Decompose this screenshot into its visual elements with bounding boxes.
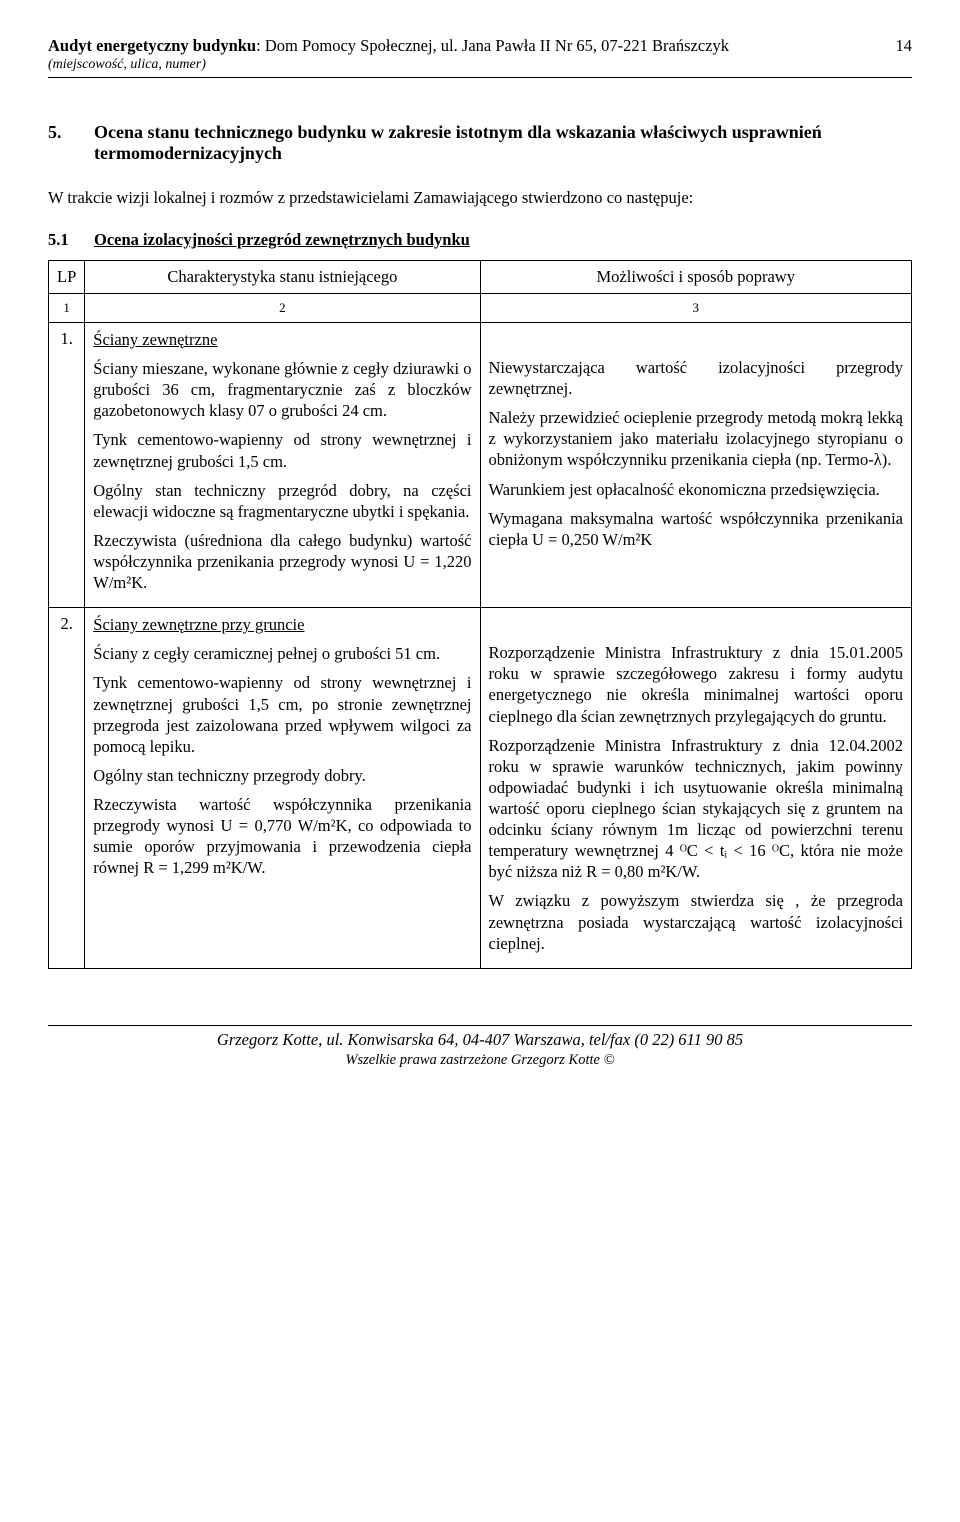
char-para: Rzeczywista wartość współczynnika przeni… [93, 794, 471, 878]
section-number: 5. [48, 122, 94, 164]
col-sub-2: 2 [85, 294, 480, 323]
row-char: Ściany zewnętrzne przy gruncie Ściany z … [85, 608, 480, 969]
subsection-heading: 5.1Ocena izolacyjności przegród zewnętrz… [48, 230, 912, 250]
pop-para: Rozporządzenie Ministra Infrastruktury z… [489, 735, 904, 883]
footer-rule [48, 1025, 912, 1026]
page-footer: Grzegorz Kotte, ul. Konwisarska 64, 04-4… [48, 1025, 912, 1069]
page-header: Audyt energetyczny budynku: Dom Pomocy S… [48, 36, 912, 73]
table-row: 1. Ściany zewnętrzne Ściany mieszane, wy… [49, 323, 912, 608]
header-title-bold: Audyt energetyczny budynku [48, 36, 256, 55]
char-para: Ściany z cegły ceramicznej pełnej o grub… [93, 643, 471, 664]
char-para: Tynk cementowo-wapienny od strony wewnęt… [93, 672, 471, 756]
table-subheader-row: 1 2 3 [49, 294, 912, 323]
intro-text: W trakcie wizji lokalnej i rozmów z prze… [48, 188, 912, 208]
row-pop: Niewystarczająca wartość izolacyjności p… [480, 323, 912, 608]
header-title-block: Audyt energetyczny budynku: Dom Pomocy S… [48, 36, 729, 73]
pop-para: Należy przewidzieć ocieplenie przegrody … [489, 407, 904, 470]
col-header-pop: Możliwości i sposób poprawy [480, 261, 912, 294]
col-header-char: Charakterystyka stanu istniejącego [85, 261, 480, 294]
col-sub-1: 1 [49, 294, 85, 323]
char-para: Tynk cementowo-wapienny od strony wewnęt… [93, 429, 471, 471]
row-title: Ściany zewnętrzne [93, 329, 471, 350]
col-sub-3: 3 [480, 294, 912, 323]
char-para: Rzeczywista (uśredniona dla całego budyn… [93, 530, 471, 593]
footer-line-1: Grzegorz Kotte, ul. Konwisarska 64, 04-4… [48, 1030, 912, 1050]
row-lp: 1. [49, 323, 85, 608]
subsection-number: 5.1 [48, 230, 94, 250]
char-para: Ściany mieszane, wykonane głównie z cegł… [93, 358, 471, 421]
section-title: Ocena stanu technicznego budynku w zakre… [94, 122, 912, 164]
subsection-title: Ocena izolacyjności przegród zewnętrznyc… [94, 230, 470, 249]
row-title: Ściany zewnętrzne przy gruncie [93, 614, 471, 635]
pop-para: Wymagana maksymalna wartość współczynnik… [489, 508, 904, 550]
table-header-row: LP Charakterystyka stanu istniejącego Mo… [49, 261, 912, 294]
char-para: Ogólny stan techniczny przegród dobry, n… [93, 480, 471, 522]
row-lp: 2. [49, 608, 85, 969]
col-header-lp: LP [49, 261, 85, 294]
pop-para: Warunkiem jest opłacalność ekonomiczna p… [489, 479, 904, 500]
row-pop: Rozporządzenie Ministra Infrastruktury z… [480, 608, 912, 969]
table-row: 2. Ściany zewnętrzne przy gruncie Ściany… [49, 608, 912, 969]
header-subtitle: (miejscowość, ulica, numer) [48, 57, 729, 73]
assessment-table: LP Charakterystyka stanu istniejącego Mo… [48, 260, 912, 969]
pop-para: Niewystarczająca wartość izolacyjności p… [489, 357, 904, 399]
header-rule [48, 77, 912, 78]
row-char: Ściany zewnętrzne Ściany mieszane, wykon… [85, 323, 480, 608]
header-title-rest: : Dom Pomocy Społecznej, ul. Jana Pawła … [256, 36, 729, 55]
pop-para: Rozporządzenie Ministra Infrastruktury z… [489, 642, 904, 726]
section-heading: 5. Ocena stanu technicznego budynku w za… [48, 122, 912, 164]
footer-line-2: Wszelkie prawa zastrzeżone Grzegorz Kott… [48, 1052, 912, 1069]
char-para: Ogólny stan techniczny przegrody dobry. [93, 765, 471, 786]
page-number: 14 [896, 36, 913, 56]
pop-para: W związku z powyższym stwierdza się , że… [489, 890, 904, 953]
